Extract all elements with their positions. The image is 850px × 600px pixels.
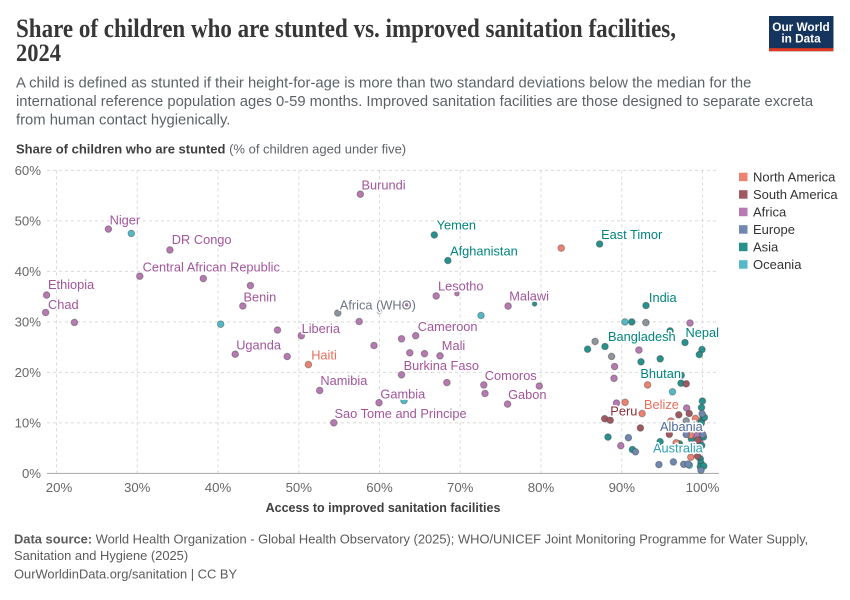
svg-text:Mali: Mali [442, 338, 465, 353]
svg-text:Nepal: Nepal [686, 325, 719, 340]
svg-text:Burundi: Burundi [362, 178, 406, 193]
svg-text:100%: 100% [686, 480, 720, 495]
svg-text:in Data: in Data [781, 32, 821, 46]
svg-text:40%: 40% [15, 264, 42, 279]
svg-text:20%: 20% [46, 480, 73, 495]
svg-text:Niger: Niger [110, 213, 141, 228]
svg-text:60%: 60% [15, 163, 42, 178]
svg-text:Bangladesh: Bangladesh [608, 329, 676, 344]
svg-text:North America: North America [753, 170, 836, 185]
svg-text:OurWorldinData.org/sanitation: OurWorldinData.org/sanitation | CC BY [14, 567, 237, 582]
svg-text:Namibia: Namibia [320, 373, 368, 388]
svg-text:international reference popula: international reference population ages … [16, 94, 814, 110]
svg-text:Liberia: Liberia [302, 321, 341, 336]
svg-text:DR Congo: DR Congo [172, 232, 232, 247]
svg-text:Afghanistan: Afghanistan [450, 244, 518, 259]
svg-text:50%: 50% [15, 213, 42, 228]
svg-text:0%: 0% [22, 466, 41, 481]
svg-text:Cameroon: Cameroon [418, 319, 478, 334]
svg-text:Asia: Asia [753, 240, 779, 255]
svg-text:Data source: World Health Orga: Data source: World Health Organization -… [14, 532, 808, 547]
svg-text:Uganda: Uganda [236, 338, 282, 353]
svg-text:Oceania: Oceania [753, 257, 802, 272]
svg-text:Sanitation and Hygiene (2025): Sanitation and Hygiene (2025) [14, 548, 188, 563]
svg-text:India: India [649, 290, 678, 305]
svg-text:Yemen: Yemen [437, 217, 476, 232]
svg-text:40%: 40% [205, 480, 232, 495]
svg-text:60%: 60% [366, 480, 393, 495]
svg-text:Australia: Australia [653, 441, 704, 456]
svg-text:Gambia: Gambia [380, 387, 426, 402]
svg-text:South America: South America [753, 187, 838, 202]
svg-text:Burkina Faso: Burkina Faso [404, 358, 479, 373]
svg-text:Lesotho: Lesotho [438, 279, 484, 294]
svg-text:2024: 2024 [16, 40, 61, 67]
svg-text:Share of children who are stun: Share of children who are stunted (% of … [16, 142, 406, 157]
svg-text:70%: 70% [447, 480, 474, 495]
svg-text:Malawi: Malawi [509, 289, 549, 304]
svg-text:90%: 90% [609, 480, 636, 495]
svg-text:50%: 50% [286, 480, 313, 495]
svg-text:Gabon: Gabon [508, 387, 546, 402]
svg-text:Sao Tome and Principe: Sao Tome and Principe [335, 406, 467, 421]
svg-text:Central African Republic: Central African Republic [143, 260, 281, 275]
svg-text:Africa (WHO): Africa (WHO) [340, 298, 416, 313]
svg-text:Share of children who are stun: Share of children who are stunted vs. im… [16, 14, 676, 43]
svg-text:10%: 10% [15, 415, 42, 430]
svg-text:Bhutan: Bhutan [640, 366, 681, 381]
svg-text:Belize: Belize [644, 397, 679, 412]
svg-text:30%: 30% [15, 314, 42, 329]
svg-text:Peru: Peru [610, 404, 637, 419]
svg-text:Albania: Albania [660, 419, 704, 434]
svg-text:Comoros: Comoros [485, 368, 537, 383]
svg-text:from human contact hygienicall: from human contact hygienically. [16, 112, 230, 128]
svg-text:East Timor: East Timor [601, 227, 663, 242]
svg-text:Ethiopia: Ethiopia [48, 277, 95, 292]
svg-text:Haiti: Haiti [311, 348, 337, 363]
svg-text:Access to improved sanitation: Access to improved sanitation facilities [266, 501, 501, 515]
svg-text:80%: 80% [528, 480, 555, 495]
svg-text:A child is defined as stunted: A child is defined as stunted if their h… [16, 76, 751, 92]
svg-text:Africa: Africa [753, 205, 787, 220]
svg-text:20%: 20% [15, 365, 42, 380]
svg-text:Chad: Chad [48, 297, 79, 312]
svg-text:Benin: Benin [244, 290, 277, 305]
svg-text:Our World: Our World [772, 20, 829, 34]
svg-text:30%: 30% [124, 480, 151, 495]
svg-text:Europe: Europe [753, 222, 795, 237]
